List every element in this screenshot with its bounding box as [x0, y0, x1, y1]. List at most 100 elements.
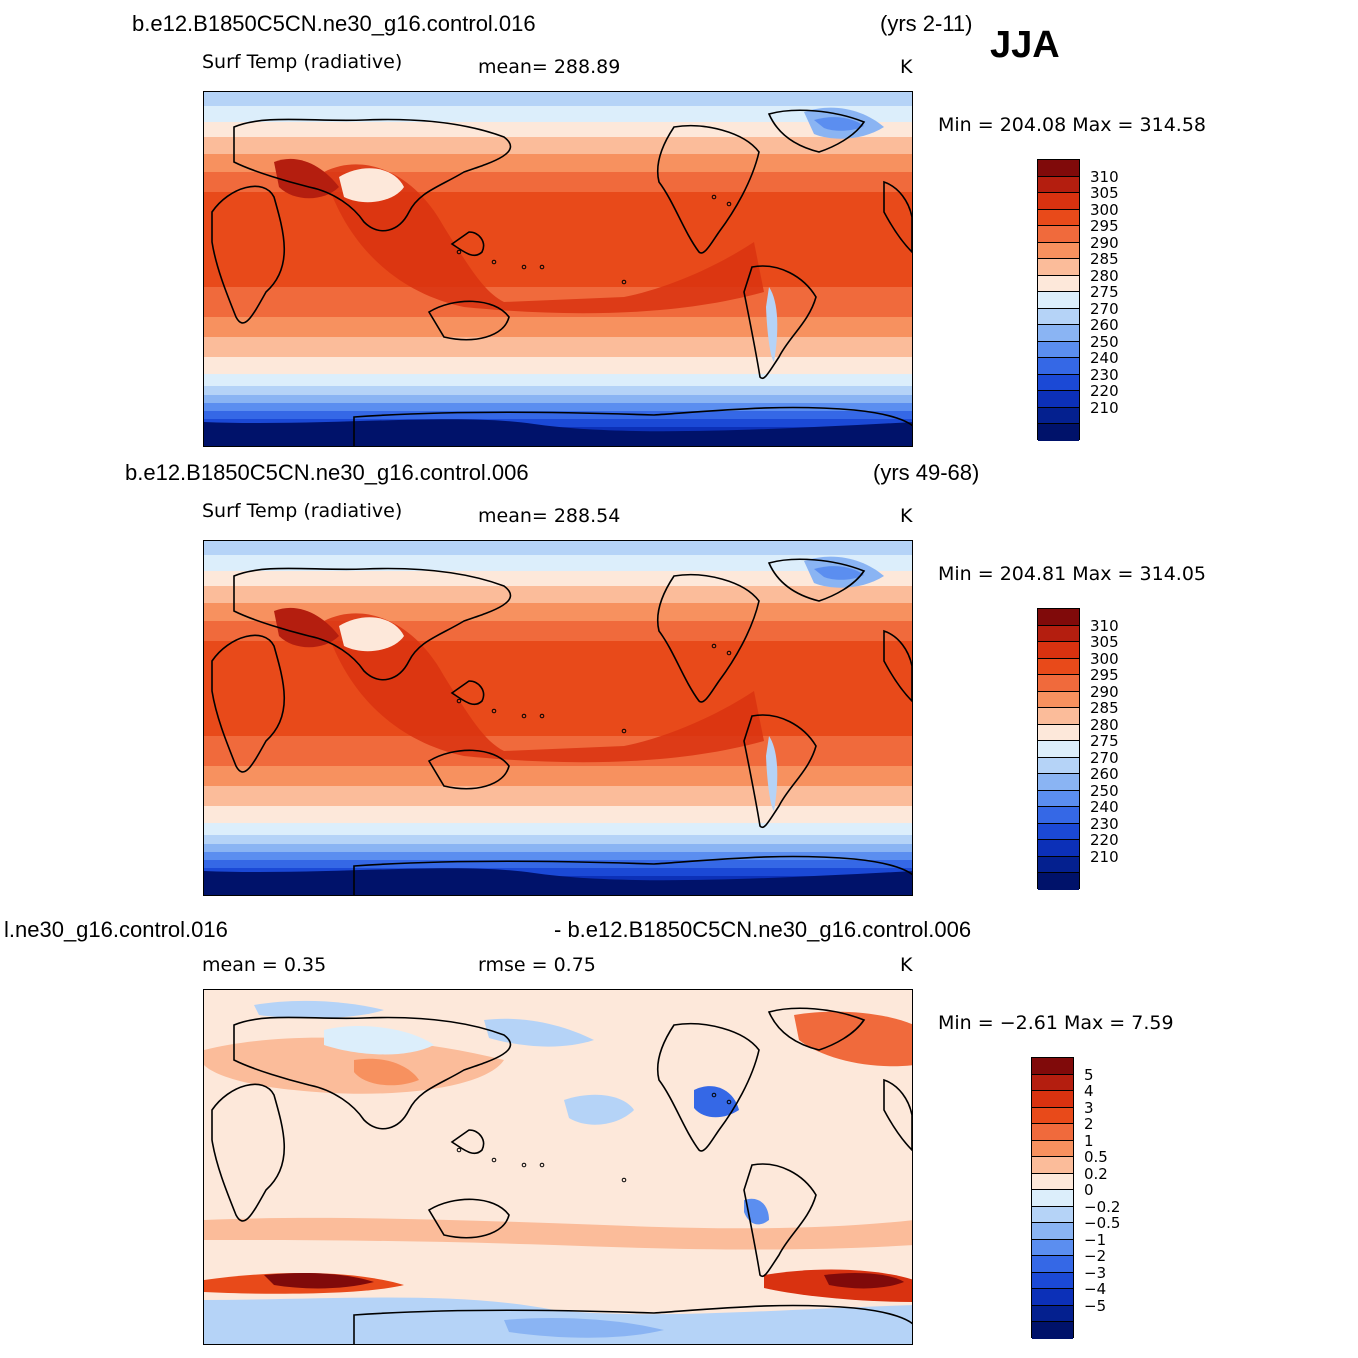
colorbar-tick-label: 285 [1090, 250, 1119, 269]
season-label: JJA [990, 24, 1060, 66]
panel2-years: (yrs 49-68) [873, 460, 980, 485]
colorbar-swatch [1032, 1289, 1073, 1306]
colorbar-swatch [1032, 1091, 1073, 1108]
colorbar-tick-label: 250 [1090, 781, 1119, 800]
colorbar-swatch [1038, 325, 1079, 342]
colorbar-swatch [1032, 1272, 1073, 1290]
colorbar-swatch [1038, 160, 1079, 177]
colorbar-swatch [1038, 840, 1079, 857]
colorbar-swatch [1032, 1256, 1073, 1273]
colorbar-swatch [1038, 675, 1079, 692]
colorbar-tick-label: 210 [1090, 398, 1119, 417]
colorbar-tick-label: 295 [1090, 217, 1119, 236]
colorbar-swatch [1038, 374, 1079, 392]
colorbar-tick-label: 3 [1084, 1098, 1094, 1117]
colorbar-tick-label: 0 [1084, 1181, 1094, 1200]
colorbar-swatch [1038, 358, 1079, 375]
colorbar-swatch [1038, 724, 1079, 742]
colorbar-tick-label: 270 [1090, 748, 1119, 767]
colorbar-swatch [1038, 691, 1079, 709]
colorbar-swatch [1038, 642, 1079, 659]
panel2-units: K [900, 505, 913, 527]
colorbar-swatch [1032, 1223, 1073, 1240]
colorbar-swatch [1038, 292, 1079, 309]
colorbar-swatch [1038, 341, 1079, 359]
colorbar-tick-label: −5 [1084, 1296, 1107, 1315]
colorbar-swatch [1038, 774, 1079, 791]
colorbar-swatch [1032, 1124, 1073, 1141]
colorbar-tick-label: 5 [1084, 1065, 1094, 1084]
colorbar-tick-label: 210 [1090, 847, 1119, 866]
colorbar-swatch [1038, 790, 1079, 808]
colorbar-swatch [1038, 856, 1079, 874]
colorbar-swatch [1032, 1173, 1073, 1191]
colorbar-swatch [1032, 1206, 1073, 1224]
colorbar-tick-label: 0.2 [1084, 1164, 1108, 1183]
colorbar-swatch [1038, 407, 1079, 425]
panel2-variable: Surf Temp (radiative) [202, 500, 403, 522]
colorbar-tick-label: 230 [1090, 365, 1119, 384]
colorbar-swatch [1038, 609, 1079, 626]
colorbar-swatch [1038, 275, 1079, 293]
colorbar-tick-label: 240 [1090, 349, 1119, 368]
colorbar-tick-label: 285 [1090, 699, 1119, 718]
colorbar-swatch [1032, 1157, 1073, 1174]
panel1-years: (yrs 2-11) [880, 11, 973, 36]
colorbar-swatch [1032, 1074, 1073, 1092]
colorbar-tick-label: −3 [1084, 1263, 1107, 1282]
colorbar-tick-label: 230 [1090, 814, 1119, 833]
panel1-case-title: b.e12.B1850C5CN.ne30_g16.control.016 [132, 11, 536, 36]
colorbar-tick-label: 310 [1090, 616, 1119, 635]
colorbar-swatch [1038, 259, 1079, 276]
panel3-units: K [900, 954, 913, 976]
colorbar-tick-label: −2 [1084, 1247, 1107, 1266]
colorbar-tick-label: −0.2 [1084, 1197, 1121, 1216]
colorbar-swatch [1038, 424, 1079, 441]
colorbar-tick-label: 260 [1090, 316, 1119, 335]
colorbar-tick-label: 280 [1090, 266, 1119, 285]
panel2-minmax: Min = 204.81 Max = 314.05 [938, 563, 1206, 585]
colorbar-tick-label: 2 [1084, 1115, 1094, 1134]
colorbar-swatch [1032, 1140, 1073, 1158]
colorbar-swatch [1038, 391, 1079, 408]
colorbar-tick-label: 220 [1090, 382, 1119, 401]
panel3-mean: mean = 0.35 [202, 954, 327, 976]
panel3-map [203, 989, 913, 1345]
panel2-mean: mean= 288.54 [478, 505, 621, 527]
panel1-colorbar [1037, 159, 1080, 441]
colorbar-tick-label: 275 [1090, 283, 1119, 302]
colorbar-swatch [1038, 658, 1079, 676]
panel3-case-left: l.ne30_g16.control.016 [4, 917, 228, 942]
colorbar-tick-label: −1 [1084, 1230, 1107, 1249]
colorbar-swatch [1038, 823, 1079, 841]
colorbar-swatch [1038, 193, 1079, 210]
panel2-case-title: b.e12.B1850C5CN.ne30_g16.control.006 [125, 460, 529, 485]
colorbar-tick-label: 310 [1090, 167, 1119, 186]
panel3-rmse: rmse = 0.75 [478, 954, 596, 976]
colorbar-tick-label: 305 [1090, 633, 1119, 652]
panel2-map [203, 540, 913, 896]
colorbar-swatch [1038, 176, 1079, 194]
colorbar-swatch [1038, 209, 1079, 227]
colorbar-tick-label: 1 [1084, 1131, 1094, 1150]
colorbar-swatch [1038, 741, 1079, 758]
colorbar-tick-label: 290 [1090, 233, 1119, 252]
panel1-mean: mean= 288.89 [478, 56, 621, 78]
panel1-minmax: Min = 204.08 Max = 314.58 [938, 114, 1206, 136]
colorbar-swatch [1038, 873, 1079, 890]
colorbar-swatch [1038, 625, 1079, 643]
panel3-colorbar [1031, 1057, 1074, 1339]
colorbar-tick-label: −4 [1084, 1280, 1107, 1299]
colorbar-tick-label: 220 [1090, 831, 1119, 850]
colorbar-tick-label: 305 [1090, 184, 1119, 203]
colorbar-tick-label: 0.5 [1084, 1148, 1108, 1167]
colorbar-swatch [1032, 1058, 1073, 1075]
colorbar-tick-label: 4 [1084, 1082, 1094, 1101]
colorbar-tick-label: 260 [1090, 765, 1119, 784]
panel1-units: K [900, 56, 913, 78]
colorbar-swatch [1038, 757, 1079, 775]
colorbar-tick-label: 270 [1090, 299, 1119, 318]
colorbar-swatch [1032, 1190, 1073, 1207]
colorbar-swatch [1038, 308, 1079, 326]
panel1-map [203, 91, 913, 447]
